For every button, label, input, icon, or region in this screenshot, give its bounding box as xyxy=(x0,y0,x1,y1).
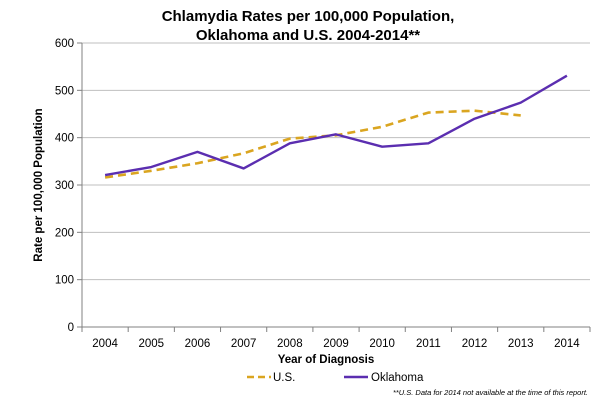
x-tick-label: 2005 xyxy=(138,338,164,350)
x-tick-label: 2006 xyxy=(185,338,211,350)
gridlines xyxy=(77,42,591,332)
chart-title-line-1: Chlamydia Rates per 100,000 Population, xyxy=(162,8,455,25)
x-tick-label: 2010 xyxy=(369,338,395,350)
y-tick-label: 500 xyxy=(55,85,74,97)
y-tick-label: 100 xyxy=(55,275,74,287)
x-tick-label: 2004 xyxy=(92,338,118,350)
series-line-oklahoma xyxy=(104,74,568,177)
x-tick-labels: 2004 2005 2006 2007 2008 2009 2010 2011 2012 2013… xyxy=(92,338,580,350)
x-tick-label: 2008 xyxy=(277,338,303,350)
series-lines xyxy=(104,74,568,179)
x-tick-label: 2007 xyxy=(231,338,257,350)
y-axis-title: Rate per 100,000 Population xyxy=(33,108,45,261)
y-tick-label: 400 xyxy=(55,133,74,145)
chart-title-line-2: Oklahoma and U.S. 2004-2014** xyxy=(196,27,420,44)
legend-label: U.S. xyxy=(273,372,295,384)
legend: U.S. Oklahoma xyxy=(247,372,424,384)
x-tick-label: 2009 xyxy=(323,338,349,350)
x-tick-label: 2013 xyxy=(508,338,534,350)
x-axis-title: Year of Diagnosis xyxy=(278,354,375,366)
x-tick-label: 2011 xyxy=(416,338,441,350)
y-tick-label: 300 xyxy=(55,180,74,192)
y-tick-label: 600 xyxy=(55,38,74,50)
footnote: **U.S. Data for 2014 not available at th… xyxy=(393,388,588,397)
y-tick-labels: 0 100 200 300 400 500 600 xyxy=(55,38,74,334)
x-tick-label: 2012 xyxy=(462,338,488,350)
legend-label: Oklahoma xyxy=(371,372,424,384)
series-line-u-s xyxy=(104,109,521,179)
y-tick-label: 0 xyxy=(68,322,74,334)
y-tick-label: 200 xyxy=(55,227,74,239)
x-tick-label: 2014 xyxy=(554,338,580,350)
